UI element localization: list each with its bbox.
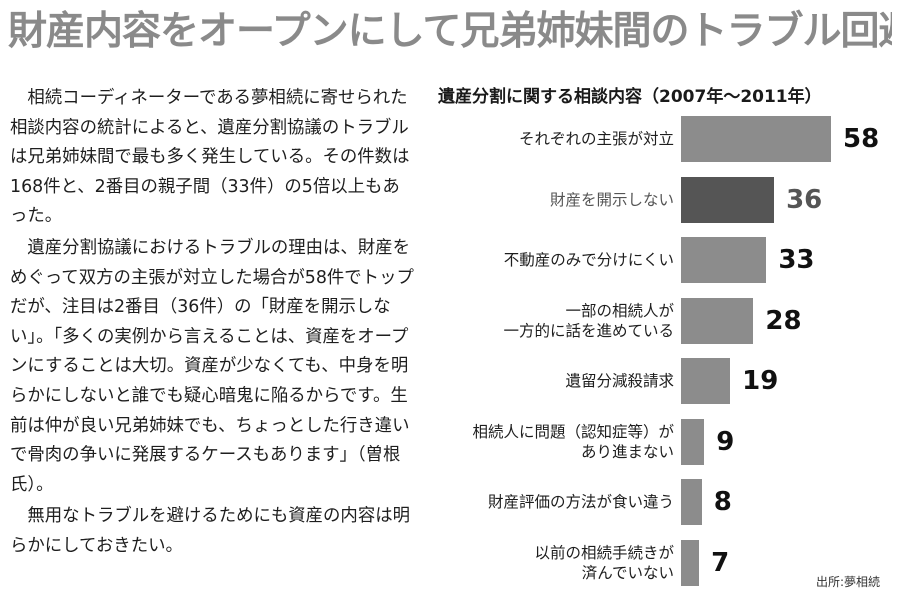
chart-row: 財産を開示しない 36: [432, 176, 900, 223]
bar-category-label: 一部の相続人が 一方的に話を進めている: [503, 301, 674, 340]
bar-value-label: 19: [742, 366, 779, 396]
chart-title: 遺産分割に関する相談内容（2007年～2011年）: [438, 87, 822, 107]
bar-value-label: 36: [786, 184, 823, 215]
article-paragraph-3: 無用なトラブルを避けるためにも資産の内容は明らかにしておきたい。: [10, 506, 410, 556]
bar-value-label: 9: [716, 426, 735, 457]
chart-row: 以前の相続手続きが 済んでいない 7: [432, 539, 900, 586]
chart-source: 出所:夢相続: [815, 575, 880, 589]
bar-value-label: 7: [711, 547, 730, 578]
bar-category-label: 相続人に問題（認知症等）が あり進まない: [472, 422, 674, 461]
bar-category-label: 不動産のみで分けにくい: [503, 251, 674, 269]
bar-value-label: 28: [765, 305, 802, 336]
chart-row: 遺留分減殺請求 19: [432, 358, 900, 404]
bar-category-label: 以前の相続手続きが 済んでいない: [534, 543, 674, 582]
bar: [681, 297, 754, 344]
chart-row: それぞれの主張が対立 58: [432, 116, 900, 162]
headline: 財産内容をオープンにして兄弟姉妹間のトラブル回避: [8, 9, 892, 54]
bar-category-label: それぞれの主張が対立: [518, 130, 674, 148]
article-paragraph-2: 遺産分割協議におけるトラブルの理由は、財産をめぐって双方の主張が対立した場合が5…: [10, 237, 414, 495]
bar-value-label: 8: [713, 487, 732, 517]
bar-value-label: 58: [843, 124, 880, 154]
chart-row: 不動産のみで分けにくい 33: [432, 237, 900, 283]
bar-category-label: 財産評価の方法が食い違う: [487, 493, 674, 511]
bar-category-label: 財産を開示しない: [549, 190, 674, 209]
bar: [681, 418, 705, 465]
article-body: 相続コーディネーターである夢相続に寄せられた相談内容の統計によると、遺産分割協議…: [10, 84, 415, 564]
chart-row: 財産評価の方法が食い違う 8: [432, 479, 900, 525]
bar-value-label: 33: [778, 245, 815, 275]
bar: [681, 176, 775, 223]
bar: [681, 479, 702, 525]
bar: [681, 358, 731, 404]
chart-row: 一部の相続人が 一方的に話を進めている 28: [432, 297, 900, 344]
bar-category-label: 遺留分減殺請求: [565, 372, 674, 390]
bar: [681, 237, 767, 283]
bar: [681, 539, 700, 586]
article-paragraph-1: 相続コーディネーターである夢相続に寄せられた相談内容の統計によると、遺産分割協議…: [10, 88, 410, 227]
chart-row: 相続人に問題（認知症等）が あり進まない 9: [432, 418, 900, 465]
bar: [681, 116, 831, 162]
consultation-bar-chart: 遺産分割に関する相談内容（2007年～2011年） それぞれの主張が対立 58 財産…: [432, 78, 900, 598]
